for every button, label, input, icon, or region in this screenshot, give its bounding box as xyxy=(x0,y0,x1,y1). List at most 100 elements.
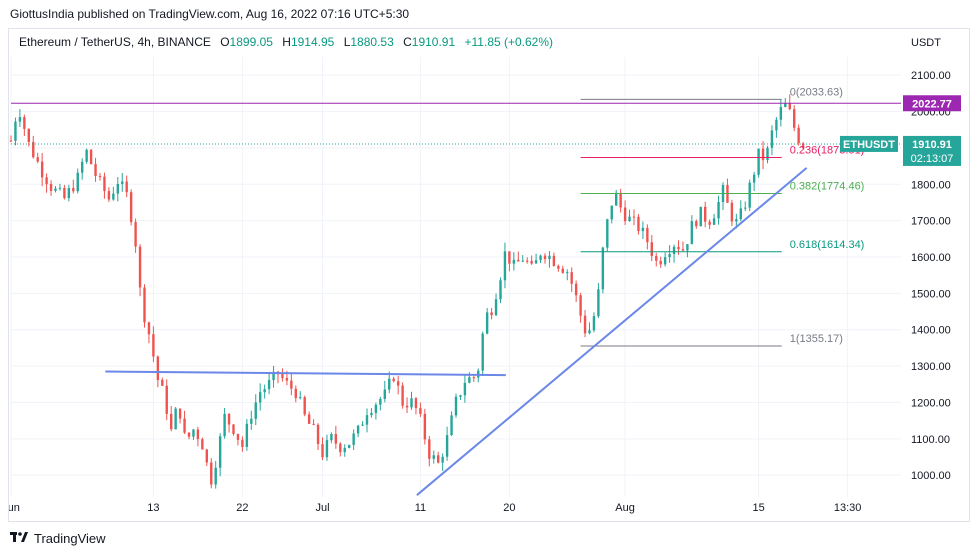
candle-body xyxy=(245,423,249,447)
symbol-badge xyxy=(840,135,898,152)
candle-body xyxy=(54,188,57,191)
candle-body xyxy=(770,130,774,148)
candle-body xyxy=(641,227,645,232)
x-tick-label: 11 xyxy=(415,502,426,514)
candle-body xyxy=(210,462,213,485)
symbol-badge-label: ETHUSDT xyxy=(843,139,895,151)
candle-body xyxy=(192,429,195,437)
candle-body xyxy=(316,424,320,445)
candle-body xyxy=(401,385,404,406)
candle-body xyxy=(343,447,346,453)
candle-body xyxy=(299,397,302,399)
candle-body xyxy=(321,444,324,458)
y-tick-label: 1200.00 xyxy=(911,397,951,409)
candle-body xyxy=(655,255,658,261)
candle-body xyxy=(752,174,756,183)
candle-body xyxy=(134,222,137,247)
candle-body xyxy=(766,147,769,161)
candle-body xyxy=(156,356,160,380)
candle-body xyxy=(445,435,449,457)
candle-body xyxy=(259,392,262,403)
candle-body xyxy=(793,109,796,128)
candle-body xyxy=(574,283,578,296)
fib-level-label: 0.382(1774.46) xyxy=(790,181,865,193)
candle-body xyxy=(677,246,680,250)
x-tick-label: 13 xyxy=(147,502,159,514)
currency-label: USDT xyxy=(911,37,941,49)
candle-body xyxy=(272,371,275,381)
candle-body xyxy=(557,265,560,269)
candle-body xyxy=(552,255,556,266)
support-trendline xyxy=(416,167,808,496)
y-tick-label: 1700.00 xyxy=(911,216,951,228)
footer-brand: TradingView xyxy=(34,530,106,546)
candle-body xyxy=(98,176,102,178)
candle-body xyxy=(699,206,702,227)
candle-body xyxy=(628,216,631,222)
candle-body xyxy=(681,249,685,251)
candle-body xyxy=(686,244,689,251)
x-axis[interactable]: Jun 13 22 Jul 11 20 Aug 15 13:30 xyxy=(2,502,862,514)
candle-body xyxy=(370,412,373,416)
drawings[interactable]: 0(2033.63)0.236(1873.51)0.382(1774.46)0.… xyxy=(11,86,901,496)
candle-body xyxy=(788,103,791,110)
candle-body xyxy=(147,322,151,335)
candle-body xyxy=(116,183,119,194)
candle-body xyxy=(690,221,694,245)
candle-body xyxy=(383,389,386,399)
candle-body xyxy=(294,388,297,399)
candle-body xyxy=(441,456,444,463)
candle-body xyxy=(543,255,547,260)
candle-body xyxy=(517,259,520,262)
candle-body xyxy=(285,378,289,381)
countdown-label: 02:13:07 xyxy=(911,153,954,165)
candle-body xyxy=(334,434,338,444)
candle-body xyxy=(735,219,738,222)
candle-body xyxy=(566,272,569,274)
y-axis[interactable]: 1000.00 1100.00 1200.00 1300.00 1400.00 1500.… xyxy=(840,70,961,482)
candle-body xyxy=(459,395,462,397)
candle-body xyxy=(267,380,271,390)
candle-body xyxy=(112,193,115,200)
candle-body xyxy=(174,408,177,430)
candle-body xyxy=(214,467,217,485)
candle-body xyxy=(485,312,489,334)
candle-body xyxy=(579,295,582,316)
x-tick-label: Jun xyxy=(9,502,20,514)
candle-body xyxy=(94,164,97,177)
candle-body xyxy=(241,439,244,447)
candle-body xyxy=(58,187,62,189)
last-price-badge xyxy=(903,135,961,166)
candle-body xyxy=(121,181,124,184)
candle-body xyxy=(410,398,413,408)
candle-body xyxy=(437,455,440,463)
y-tick-label: 1600.00 xyxy=(911,252,951,264)
candle-body xyxy=(365,415,369,425)
candle-body xyxy=(419,408,422,414)
candle-body xyxy=(606,219,609,248)
y-tick-label: 1500.00 xyxy=(911,288,951,300)
resistance-price-label: 2022.77 xyxy=(912,98,952,110)
close-value: 1910.91 xyxy=(412,35,456,49)
candle-body xyxy=(432,455,435,459)
candle-body xyxy=(32,141,35,158)
svg-text:Ethereum / TetherUS, 4h, BINAN: Ethereum / TetherUS, 4h, BINANCE O1899.0… xyxy=(19,35,553,49)
candle-body xyxy=(548,255,551,260)
candle-body xyxy=(761,148,765,161)
candle-body xyxy=(744,207,747,209)
publisher-line: GiottusIndia published on TradingView.co… xyxy=(10,7,410,21)
candle-body xyxy=(352,433,355,445)
open-value: 1899.05 xyxy=(230,35,274,49)
change-value: +11.85 (+0.62%) xyxy=(465,35,554,49)
candle-body xyxy=(14,121,17,141)
candle-body xyxy=(9,140,13,142)
price-chart[interactable]: 0(2033.63)0.236(1873.51)0.382(1774.46)0.… xyxy=(2,29,969,521)
candle-body xyxy=(650,242,653,256)
neckline-trendline xyxy=(105,370,506,377)
candle-body xyxy=(619,192,622,208)
chart-panel[interactable]: 0(2033.63) 0.236(1873.51) 0.382(1774.46) 0.… xyxy=(2,28,970,522)
fib-level-label: 0(2033.63) xyxy=(790,86,843,98)
x-tick-label: 13:30 xyxy=(834,502,862,514)
y-tick-label: 2100.00 xyxy=(911,70,951,82)
candle-body xyxy=(797,127,800,144)
